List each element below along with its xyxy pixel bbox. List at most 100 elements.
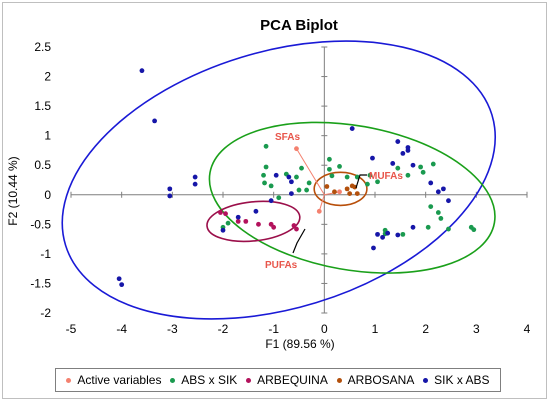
point-abs-x-sik xyxy=(405,172,411,178)
legend-label: SIK x ABS xyxy=(434,373,490,387)
point-abs-x-sik xyxy=(428,204,434,210)
point-sik-x-abs xyxy=(167,193,173,199)
y-tick-label: 1.5 xyxy=(34,99,51,113)
y-tick-label: 1 xyxy=(44,129,51,143)
points-layer xyxy=(116,68,477,288)
point-active-variables xyxy=(337,189,342,195)
y-tick-label: 2.5 xyxy=(34,40,51,54)
annotation-leader-line xyxy=(355,174,367,189)
legend-marker xyxy=(246,377,252,383)
point-sik-x-abs xyxy=(349,126,355,131)
point-sik-x-abs xyxy=(286,174,292,180)
confidence-ellipse-sik-x-abs xyxy=(61,40,496,320)
point-sik-x-abs xyxy=(116,276,122,282)
point-abs-x-sik xyxy=(263,143,269,149)
legend-marker xyxy=(170,377,176,383)
x-tick-label: 0 xyxy=(321,322,328,336)
point-sik-x-abs xyxy=(380,234,385,240)
y-axis-label: F2 (10.44 %) xyxy=(6,156,20,225)
point-sik-x-abs xyxy=(370,155,375,161)
legend-item: ARBEQUINA xyxy=(246,373,328,387)
x-tick-label: 2 xyxy=(422,322,429,336)
point-abs-x-sik xyxy=(225,220,231,226)
point-arbequina xyxy=(218,210,223,215)
point-abs-x-sik xyxy=(400,231,406,237)
legend-label: Active variables xyxy=(77,373,162,387)
point-arbequina xyxy=(223,211,228,217)
point-arbosana xyxy=(352,184,358,190)
point-sik-x-abs xyxy=(446,198,451,204)
y-tick-label: -0.5 xyxy=(30,217,51,231)
confidence-ellipse-arbequina xyxy=(206,200,301,243)
point-sik-x-abs xyxy=(441,186,446,192)
point-abs-x-sik xyxy=(367,172,373,178)
point-arbequina xyxy=(235,218,241,224)
point-arbequina xyxy=(294,226,299,232)
point-sik-x-abs xyxy=(405,148,411,153)
legend-item: Active variables xyxy=(66,373,161,387)
point-sik-x-abs xyxy=(139,68,145,74)
point-sik-x-abs xyxy=(428,180,434,186)
x-axis-label: F1 (89.56 %) xyxy=(265,337,334,351)
y-tick-label: -2 xyxy=(40,306,51,320)
point-sik-x-abs xyxy=(220,227,226,233)
point-abs-x-sik xyxy=(438,216,444,221)
point-abs-x-sik xyxy=(365,181,370,187)
point-abs-x-sik xyxy=(471,227,477,233)
x-tick-label: 1 xyxy=(372,322,379,336)
point-abs-x-sik xyxy=(261,172,266,178)
annotation-label: MUFAs xyxy=(369,171,403,182)
pca-biplot-svg: PCA Biplot -5 -4 -3 -2 -1 0 1 2 3 4 2.5 2 1.5 1 0.5 0 -0… xyxy=(6,17,531,351)
point-arbosana xyxy=(332,189,337,195)
point-sik-x-abs xyxy=(235,214,241,220)
point-abs-x-sik xyxy=(262,180,267,186)
x-tick-label: -2 xyxy=(218,322,229,336)
point-arbosana xyxy=(324,184,330,189)
point-arbosana xyxy=(344,186,350,192)
chart-legend: Active variables ABS x SIK ARBEQUINA ARBOSA… xyxy=(55,368,501,392)
legend-label: ARBEQUINA xyxy=(257,373,328,387)
y-tick-label: 2 xyxy=(44,70,51,84)
annotations-layer: SFAs MUFAs PUFAs xyxy=(265,132,403,271)
variable-vector xyxy=(324,191,340,196)
y-tick-label: 0 xyxy=(44,188,51,202)
axes-layer: -5 -4 -3 -2 -1 0 1 2 3 4 2.5 2 1.5 1 0.5 0 -0.5 -1 -1.5 -2 xyxy=(30,40,530,336)
point-arbosana xyxy=(354,191,360,196)
variable-vector xyxy=(318,194,325,212)
legend-label: ARBOSANA xyxy=(347,373,415,387)
point-sik-x-abs xyxy=(119,282,125,288)
annotation-label: PUFAs xyxy=(265,260,298,271)
point-abs-x-sik xyxy=(446,226,451,232)
annotation-label: SFAs xyxy=(275,132,300,143)
y-tick-label: 0.5 xyxy=(34,158,51,172)
point-sik-x-abs xyxy=(289,179,294,185)
point-abs-x-sik xyxy=(337,164,342,169)
point-sik-x-abs xyxy=(435,189,441,195)
chart-title: PCA Biplot xyxy=(260,17,338,34)
point-arbosana xyxy=(347,191,353,196)
point-sik-x-abs xyxy=(268,198,274,204)
x-tick-label: 3 xyxy=(473,322,480,336)
x-tick-label: 4 xyxy=(524,322,531,336)
point-abs-x-sik xyxy=(327,156,332,162)
point-abs-x-sik xyxy=(329,173,335,179)
point-sik-x-abs xyxy=(410,162,416,168)
point-sik-x-abs xyxy=(410,224,416,230)
point-abs-x-sik xyxy=(344,174,350,180)
variable-vector xyxy=(296,148,325,196)
point-abs-x-sik xyxy=(327,166,332,172)
point-arbequina xyxy=(271,224,277,230)
point-abs-x-sik xyxy=(304,187,309,193)
point-sik-x-abs xyxy=(192,181,198,187)
x-tick-label: -5 xyxy=(66,322,77,336)
y-tick-label: -1.5 xyxy=(30,276,51,290)
point-abs-x-sik xyxy=(420,169,426,175)
point-arbequina xyxy=(291,223,297,228)
point-abs-x-sik xyxy=(418,164,423,170)
legend-marker xyxy=(66,377,72,383)
legend-marker xyxy=(423,377,429,383)
point-active-variables xyxy=(316,208,322,214)
vectors-layer xyxy=(296,148,340,212)
point-sik-x-abs xyxy=(390,161,396,166)
point-abs-x-sik xyxy=(395,165,401,171)
